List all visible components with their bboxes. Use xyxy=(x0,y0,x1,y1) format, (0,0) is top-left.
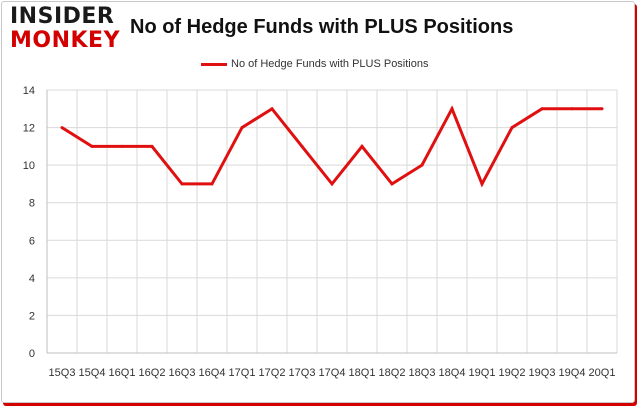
data-point xyxy=(450,107,454,111)
y-tick-label: 4 xyxy=(29,273,35,285)
x-tick-label: 19Q4 xyxy=(559,367,586,379)
x-tick-label: 17Q2 xyxy=(259,367,286,379)
data-point xyxy=(180,182,184,186)
x-tick-label: 17Q1 xyxy=(229,367,256,379)
logo-line-2: MONKEY xyxy=(10,28,121,53)
data-point xyxy=(330,182,334,186)
x-tick-label: 18Q2 xyxy=(379,367,406,379)
data-point xyxy=(390,182,394,186)
x-tick-label: 19Q2 xyxy=(499,367,526,379)
insider-monkey-logo: INSIDER MONKEY xyxy=(10,6,120,56)
data-point xyxy=(360,144,364,148)
data-point xyxy=(60,126,64,130)
x-tick-label: 17Q4 xyxy=(319,367,346,379)
legend-label: No of Hedge Funds with PLUS Positions xyxy=(231,58,429,70)
data-point xyxy=(240,126,244,130)
y-tick-label: 12 xyxy=(23,123,35,135)
data-point xyxy=(420,163,424,167)
x-tick-label: 19Q1 xyxy=(469,367,496,379)
data-point xyxy=(570,107,574,111)
data-point xyxy=(120,144,124,148)
logo-line-1: INSIDER xyxy=(10,4,115,29)
chart-title: No of Hedge Funds with PLUS Positions xyxy=(130,16,514,38)
series-lines xyxy=(61,105,602,188)
data-point xyxy=(540,107,544,111)
x-tick-label: 16Q1 xyxy=(109,367,136,379)
x-tick-label: 18Q3 xyxy=(409,367,436,379)
data-points xyxy=(60,107,604,186)
x-tick-label: 16Q3 xyxy=(169,367,196,379)
series-line xyxy=(61,105,602,188)
y-tick-labels: 0 2 4 6 8 10 12 14 xyxy=(23,85,35,360)
data-point xyxy=(210,182,214,186)
y-tick-label: 0 xyxy=(29,348,35,360)
grid-lines xyxy=(46,89,618,354)
axes xyxy=(46,90,617,354)
y-tick-label: 2 xyxy=(29,310,35,322)
data-point xyxy=(480,182,484,186)
x-tick-label: 20Q1 xyxy=(589,367,616,379)
data-point xyxy=(300,144,304,148)
chart-legend: No of Hedge Funds with PLUS Positions xyxy=(201,57,429,71)
x-tick-label: 18Q4 xyxy=(439,367,466,379)
x-tick-label: 16Q4 xyxy=(199,367,226,379)
data-point xyxy=(90,144,94,148)
data-point xyxy=(270,107,274,111)
y-tick-label: 10 xyxy=(23,160,35,172)
y-tick-label: 8 xyxy=(29,198,35,210)
data-point xyxy=(600,107,604,111)
x-tick-label: 16Q2 xyxy=(139,367,166,379)
data-point xyxy=(510,126,514,130)
legend-swatch xyxy=(201,62,227,66)
data-point xyxy=(150,144,154,148)
x-tick-label: 19Q3 xyxy=(529,367,556,379)
x-tick-labels: 15Q3 15Q4 16Q1 16Q2 16Q3 16Q4 17Q1 17Q2 17Q3 17Q4… xyxy=(49,367,616,379)
x-tick-label: 15Q4 xyxy=(79,367,106,379)
y-tick-label: 14 xyxy=(23,85,35,97)
y-tick-label: 6 xyxy=(29,235,35,247)
x-tick-label: 18Q1 xyxy=(349,367,376,379)
x-tick-label: 15Q3 xyxy=(49,367,76,379)
x-tick-label: 17Q3 xyxy=(289,367,316,379)
